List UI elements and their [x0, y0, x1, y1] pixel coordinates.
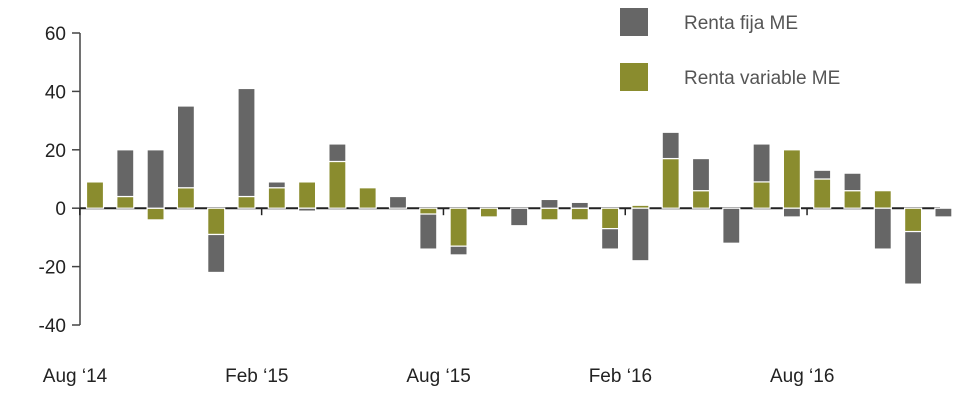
bar-renta-fija-15 — [540, 198, 559, 209]
bar-renta-fija-17 — [600, 228, 620, 250]
bar-renta-fija-5 — [237, 87, 256, 198]
y-tick-label: 20 — [45, 141, 66, 162]
bar-renta-fija-21 — [722, 207, 741, 244]
bar-renta-variable-3 — [176, 187, 195, 209]
bar-renta-fija-8 — [328, 143, 347, 163]
legend: Renta fija ME Renta variable ME — [620, 8, 840, 91]
legend-label: Renta variable ME — [684, 68, 840, 89]
bar-renta-variable-2 — [146, 207, 165, 221]
bar-renta-fija-28 — [934, 207, 953, 218]
bar-renta-fija-7 — [298, 207, 317, 212]
bar-renta-variable-0 — [85, 181, 105, 209]
bar-renta-variable-1 — [116, 195, 135, 209]
bar-renta-variable-8 — [328, 160, 347, 209]
bar-renta-variable-26 — [873, 190, 892, 209]
bar-renta-variable-20 — [691, 190, 711, 209]
x-tick-label: Aug ‘16 — [770, 366, 834, 387]
bar-renta-fija-24 — [813, 169, 832, 180]
legend-swatch — [620, 8, 648, 36]
legend-swatch — [620, 63, 648, 91]
bar-renta-fija-18 — [631, 207, 650, 262]
bar-renta-variable-17 — [600, 207, 620, 230]
x-tick-label: Feb ‘16 — [589, 366, 652, 387]
bar-renta-fija-27 — [903, 230, 923, 285]
bar-renta-fija-26 — [873, 207, 892, 250]
bar-renta-variable-19 — [661, 157, 680, 209]
bar-renta-fija-14 — [510, 207, 529, 227]
bar-renta-fija-16 — [570, 201, 589, 209]
y-tick-label: -40 — [39, 316, 66, 337]
bar-renta-fija-1 — [116, 149, 135, 198]
bar-renta-variable-27 — [903, 207, 923, 233]
bar-renta-variable-9 — [358, 187, 377, 209]
bar-renta-fija-22 — [752, 143, 771, 183]
bar-renta-variable-4 — [207, 207, 226, 236]
bar-renta-fija-25 — [843, 172, 862, 192]
bar-renta-variable-12 — [449, 207, 468, 247]
x-tick-label: Aug ‘14 — [43, 366, 108, 387]
bar-renta-fija-10 — [388, 195, 408, 209]
bar-renta-fija-3 — [176, 105, 195, 189]
bar-renta-variable-13 — [479, 207, 498, 218]
x-tick-label: Feb ‘15 — [225, 366, 288, 387]
bar-renta-fija-4 — [207, 233, 226, 274]
bar-renta-fija-20 — [691, 157, 711, 192]
bar-renta-variable-25 — [843, 190, 862, 209]
bar-renta-variable-15 — [540, 207, 559, 221]
bar-renta-variable-22 — [752, 181, 771, 209]
x-axis-ticks: Aug ‘14 Feb ‘15 Aug ‘15 Feb ‘16 Aug ‘16 — [43, 208, 834, 387]
bar-renta-fija-6 — [267, 181, 286, 189]
legend-label: Renta fija ME — [684, 13, 798, 34]
bar-renta-variable-16 — [570, 207, 589, 221]
x-tick-label: Aug ‘15 — [406, 366, 470, 387]
y-axis-ticks: -40 -20 0 20 40 60 — [39, 24, 80, 337]
bar-renta-variable-24 — [813, 178, 832, 209]
y-tick-label: 0 — [55, 199, 66, 220]
bar-renta-fija-2 — [146, 149, 165, 209]
bars — [85, 87, 953, 285]
y-tick-label: -20 — [39, 258, 66, 279]
bar-renta-variable-6 — [267, 187, 286, 209]
bar-renta-variable-23 — [782, 149, 802, 209]
bar-renta-fija-12 — [449, 245, 468, 256]
bar-renta-fija-23 — [782, 207, 802, 218]
y-tick-label: 40 — [45, 82, 66, 103]
bar-renta-fija-11 — [419, 213, 438, 250]
bar-renta-variable-7 — [298, 181, 317, 209]
y-tick-label: 60 — [45, 24, 66, 45]
bar-renta-variable-11 — [419, 207, 438, 215]
bar-renta-variable-5 — [237, 195, 256, 209]
bar-renta-fija-19 — [661, 131, 680, 160]
